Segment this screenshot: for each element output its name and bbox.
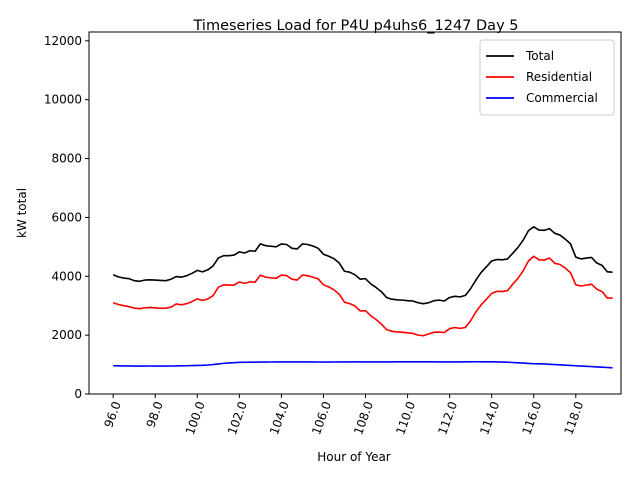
x-tick-label: 96.0 (101, 400, 123, 430)
y-tick-label: 2000 (51, 328, 82, 342)
x-tick-label: 110.0 (393, 400, 418, 437)
plot-frame (88, 31, 622, 395)
legend: Total Residential Commercial (479, 39, 615, 116)
y-tick-label: 12000 (44, 34, 82, 48)
x-axis-ticks: 96.0 98.0 100.0 102.0 104.0 106.0 108.0 110.0 11… (101, 394, 586, 437)
chart-title: Timeseries Load for P4U p4uhs6_1247 Day … (193, 18, 519, 34)
x-tick-label: 98.0 (144, 400, 166, 430)
y-axis-ticks: 0 2000 4000 6000 8000 10000 12000 (44, 34, 89, 401)
y-tick-label: 4000 (51, 269, 82, 283)
x-tick-label: 114.0 (477, 400, 502, 437)
y-tick-label: 6000 (51, 210, 82, 224)
x-tick-label: 104.0 (267, 400, 292, 437)
x-tick-label: 106.0 (309, 400, 334, 437)
y-tick-label: 0 (74, 387, 82, 401)
x-tick-label: 118.0 (561, 400, 586, 437)
y-tick-label: 10000 (44, 93, 82, 107)
x-tick-label: 100.0 (183, 400, 208, 437)
series-line-residential (112, 255, 613, 337)
x-tick-label: 116.0 (519, 400, 544, 437)
y-axis-label: kW total (15, 188, 29, 238)
legend-entries: Total Residential Commercial (486, 49, 598, 105)
series-line-total (112, 226, 613, 305)
legend-label-commercial: Commercial (526, 91, 598, 105)
x-tick-label: 112.0 (435, 400, 460, 437)
legend-label-total: Total (525, 49, 554, 63)
series-line-commercial (113, 360, 613, 369)
x-tick-label: 102.0 (225, 400, 250, 437)
y-tick-label: 8000 (51, 152, 82, 166)
series-layer (112, 226, 613, 369)
legend-label-residential: Residential (526, 70, 592, 84)
legend-box (479, 39, 615, 116)
x-tick-label: 108.0 (351, 400, 376, 437)
x-axis-label: Hour of Year (317, 450, 391, 464)
